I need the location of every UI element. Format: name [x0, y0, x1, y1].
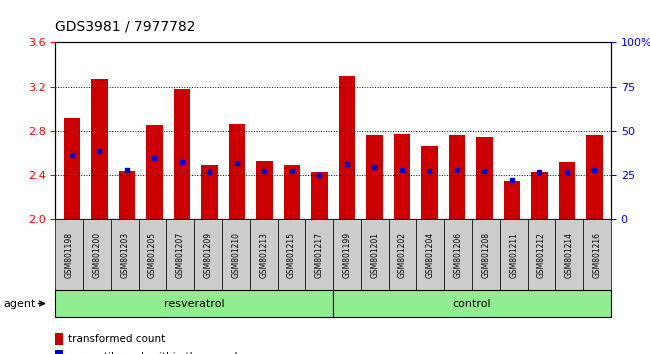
Bar	[174, 89, 190, 219]
Text: GSM801207: GSM801207	[176, 232, 185, 278]
Bar	[201, 165, 218, 219]
Bar	[91, 79, 107, 219]
Bar	[531, 172, 548, 219]
Bar	[256, 161, 272, 219]
Bar	[476, 137, 493, 219]
Bar	[586, 136, 603, 219]
Bar	[448, 136, 465, 219]
Text: GSM801214: GSM801214	[565, 232, 574, 278]
Text: GSM801202: GSM801202	[398, 232, 407, 278]
Text: GSM801198: GSM801198	[64, 232, 73, 278]
Bar	[394, 134, 410, 219]
Bar	[229, 124, 245, 219]
Text: GSM801210: GSM801210	[231, 232, 240, 278]
Text: GSM801213: GSM801213	[259, 232, 268, 278]
Text: GSM801203: GSM801203	[120, 232, 129, 278]
Bar	[283, 165, 300, 219]
Text: GSM801208: GSM801208	[482, 232, 491, 278]
Text: GSM801204: GSM801204	[426, 232, 435, 278]
Bar	[339, 76, 355, 219]
Bar	[366, 136, 383, 219]
Text: GSM801209: GSM801209	[203, 232, 213, 278]
Text: control: control	[453, 298, 491, 309]
Text: GSM801211: GSM801211	[509, 232, 518, 278]
Text: GSM801212: GSM801212	[537, 232, 546, 278]
Text: transformed count: transformed count	[68, 334, 166, 344]
Bar	[311, 172, 328, 219]
Text: GSM801205: GSM801205	[148, 232, 157, 278]
Text: resveratrol: resveratrol	[164, 298, 224, 309]
Text: GSM801200: GSM801200	[92, 232, 101, 278]
Bar	[504, 181, 520, 219]
Text: agent: agent	[3, 298, 36, 309]
Text: GDS3981 / 7977782: GDS3981 / 7977782	[55, 19, 196, 34]
Bar	[146, 125, 162, 219]
Text: GSM801216: GSM801216	[593, 232, 602, 278]
Bar	[421, 147, 437, 219]
Text: GSM801217: GSM801217	[315, 232, 324, 278]
Bar	[64, 118, 80, 219]
Text: GSM801215: GSM801215	[287, 232, 296, 278]
Text: GSM801206: GSM801206	[454, 232, 463, 278]
Bar	[118, 171, 135, 219]
Text: GSM801201: GSM801201	[370, 232, 380, 278]
Bar	[559, 162, 575, 219]
Text: GSM801199: GSM801199	[343, 232, 352, 278]
Text: percentile rank within the sample: percentile rank within the sample	[68, 352, 244, 354]
